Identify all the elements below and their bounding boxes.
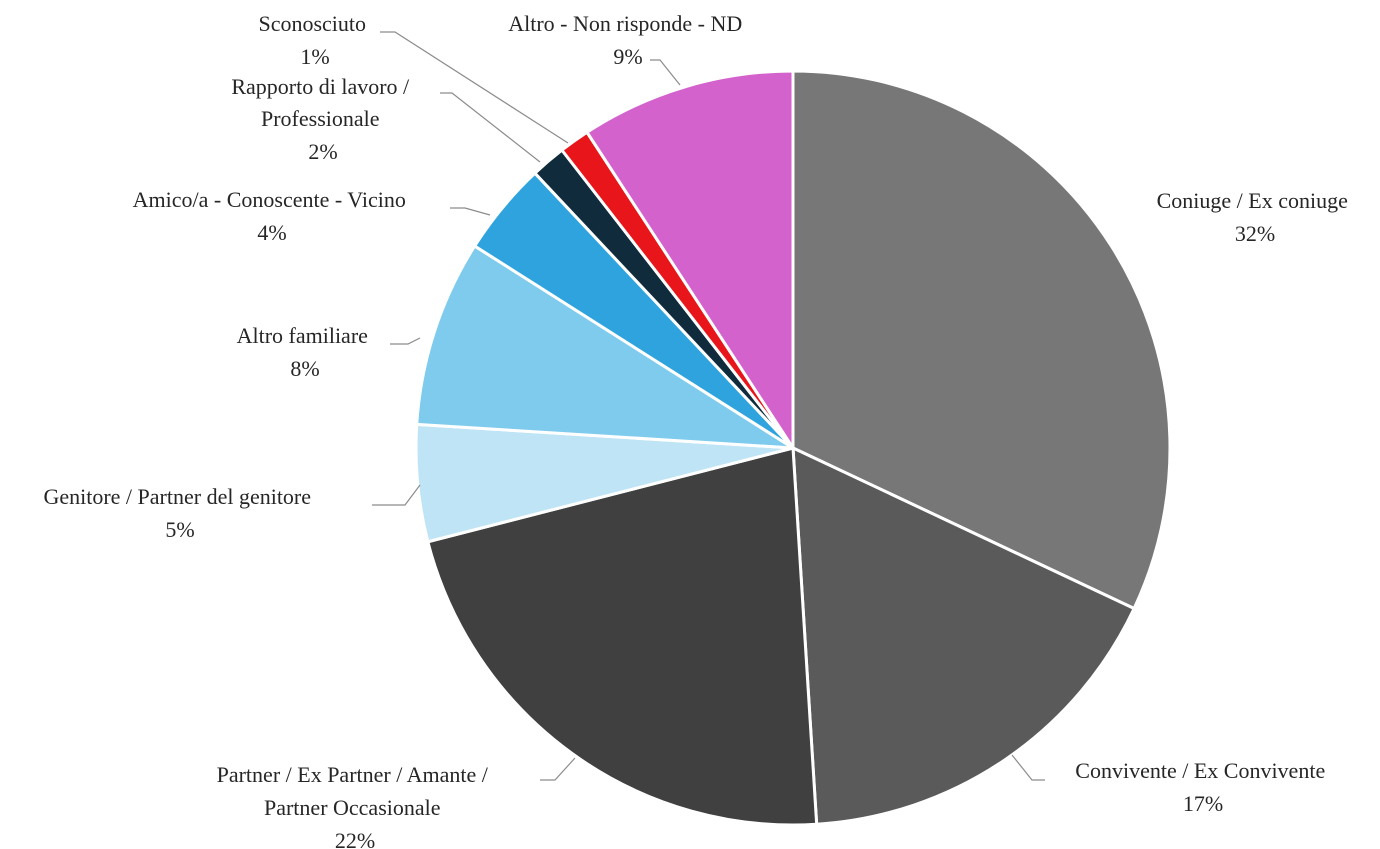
slice-label-rapporto-lavoro-line1: Rapporto di lavoro / xyxy=(231,74,410,99)
slice-label-sconosciuto-name: Sconosciuto xyxy=(258,11,366,36)
leader-line-rapporto-lavoro xyxy=(380,31,569,144)
slice-label-convivente: Convivente / Ex Convivente 17% xyxy=(1075,758,1330,816)
slice-labels: Coniuge / Ex coniuge 32% Convivente / Ex… xyxy=(43,11,1354,849)
slice-label-partner-percent: 22% xyxy=(335,828,375,849)
slice-label-amico: Amico/a - Conoscente - Vicino 4% xyxy=(133,187,412,245)
pie-slice-coniuge xyxy=(791,69,1172,611)
slice-label-partner-line1: Partner / Ex Partner / Amante / xyxy=(217,762,489,787)
leader-line-genitore xyxy=(390,337,421,345)
slice-label-coniuge-name: Coniuge / Ex coniuge xyxy=(1157,188,1348,213)
leader-lines xyxy=(372,31,1045,781)
leader-line-partner xyxy=(372,484,421,506)
slice-label-partner: Partner / Ex Partner / Amante / Partner … xyxy=(217,762,494,849)
slice-label-altro-nd-percent: 9% xyxy=(613,44,642,69)
slice-label-amico-percent: 4% xyxy=(257,220,286,245)
slice-label-genitore-percent: 5% xyxy=(165,517,194,542)
slice-label-convivente-percent: 17% xyxy=(1183,791,1223,816)
pie-slice-altro-familiare xyxy=(415,244,795,450)
slice-label-genitore-name: Genitore / Partner del genitore xyxy=(43,484,311,509)
slice-label-convivente-name: Convivente / Ex Convivente xyxy=(1075,758,1325,783)
slice-label-rapporto-lavoro: Rapporto di lavoro / Professionale 2% xyxy=(231,74,414,164)
slice-label-rapporto-lavoro-percent: 2% xyxy=(308,139,337,164)
slice-label-altro-nd: Altro - Non risponde - ND 9% xyxy=(508,11,748,69)
leader-line-altro-familiare xyxy=(450,207,491,216)
leader-line-coniuge xyxy=(1011,754,1045,781)
slice-label-altro-familiare-percent: 8% xyxy=(290,356,319,381)
leader-line-sconosciuto xyxy=(650,59,681,86)
slice-label-partner-line2: Partner Occasionale xyxy=(264,795,441,820)
slice-label-rapporto-lavoro-line2: Professionale xyxy=(261,106,380,131)
slice-label-coniuge: Coniuge / Ex coniuge 32% xyxy=(1157,188,1354,246)
slice-label-coniuge-percent: 32% xyxy=(1235,221,1275,246)
slice-label-genitore: Genitore / Partner del genitore 5% xyxy=(43,484,316,542)
slice-label-amico-name: Amico/a - Conoscente - Vicino xyxy=(133,187,406,212)
pie-slices xyxy=(414,69,1172,827)
leader-line-convivente xyxy=(540,757,576,781)
leader-line-amico xyxy=(440,92,541,163)
pie-slice-partner xyxy=(426,446,819,827)
slice-label-altro-familiare-name: Altro familiare xyxy=(237,323,368,348)
slice-label-altro-familiare: Altro familiare 8% xyxy=(237,323,374,381)
slice-label-altro-nd-name: Altro - Non risponde - ND xyxy=(508,11,742,36)
slice-label-sconosciuto-percent: 1% xyxy=(300,44,329,69)
pie-slice-convivente xyxy=(791,446,1136,826)
slice-label-sconosciuto: Sconosciuto 1% xyxy=(258,11,371,69)
pie-slice-altro-nd xyxy=(585,69,795,450)
